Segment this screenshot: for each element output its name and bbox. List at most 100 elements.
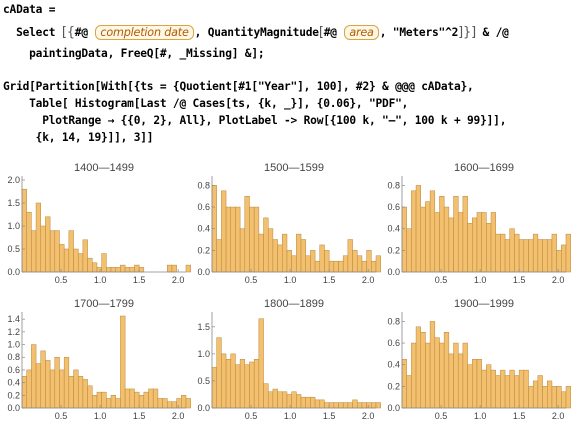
histogram-bar <box>425 201 431 273</box>
histogram-bar <box>547 239 553 273</box>
code-line-2-map: & /@ <box>482 26 509 39</box>
area-token[interactable]: area <box>344 25 379 40</box>
plot-title: 1900—1999 <box>454 298 514 310</box>
histogram-bar <box>443 331 450 409</box>
histogram-bar <box>375 255 381 273</box>
histogram-bar <box>272 239 278 273</box>
histogram-bar <box>495 375 501 409</box>
x-tick-label: 1.0 <box>474 411 487 421</box>
code-line-4: Grid[Partition[With[{ts = {Quotient[#1["… <box>3 80 474 93</box>
histogram-bar <box>347 402 353 409</box>
histogram-bar <box>453 195 459 273</box>
histogram-bar <box>556 250 562 273</box>
histogram-bar <box>258 233 264 273</box>
histogram-bar <box>157 398 163 409</box>
histogram-bar <box>31 344 37 409</box>
y-tick-label: 0.6 <box>387 338 400 348</box>
histogram-bar <box>282 391 288 409</box>
histogram-1500[interactable]: 1500—1599 0.0 0.2 0.4 0.6 0.8 0.5 1.0 1.5 2.0 <box>190 158 382 292</box>
histogram-bar <box>448 353 454 409</box>
histogram-bar <box>357 255 363 273</box>
histogram-bar <box>439 342 445 409</box>
histogram-bar <box>249 206 255 273</box>
completion-date-token[interactable]: completion date <box>95 25 194 40</box>
plot-title: 1700—1799 <box>74 298 134 310</box>
code-line-2-select: Select <box>3 26 56 39</box>
x-tick-label: 1.0 <box>474 275 487 285</box>
histogram-bar <box>87 385 93 409</box>
histogram-bar <box>490 369 496 409</box>
histogram-bar <box>401 359 407 409</box>
x-tick-label: 2.0 <box>552 411 565 421</box>
histogram-bar <box>120 315 126 409</box>
x-tick-label: 1.0 <box>284 411 297 421</box>
histogram-1600[interactable]: 1600—1699 0.0 0.2 0.4 0.6 0.8 0.5 1.0 1.5 2.0 <box>380 158 572 292</box>
histogram-bar <box>490 212 496 273</box>
histogram-bar <box>40 225 46 273</box>
histogram-bar <box>551 386 557 409</box>
open-bracket: [{ <box>61 25 75 40</box>
histogram-bar <box>110 267 116 273</box>
code-cell[interactable]: cAData = Select [{#@ completion date, Qu… <box>0 0 577 160</box>
histogram-bar <box>143 391 149 409</box>
histogram-1400[interactable]: 1400—1499 0.0 0.5 1.0 1.5 2.0 0.5 1.0 1.5 2.0 <box>0 158 192 292</box>
histogram-bar <box>305 255 311 273</box>
histogram-bar <box>106 398 112 409</box>
histogram-bar <box>171 264 177 273</box>
histogram-bar <box>49 230 56 273</box>
code-line-2: Select [{#@ completion date, QuantityMag… <box>3 25 509 40</box>
x-tick-label: 1.5 <box>133 275 146 285</box>
histogram-bar <box>500 369 506 409</box>
y-tick-label: 0.8 <box>7 352 20 362</box>
histogram-bar <box>333 260 339 273</box>
histogram-bar <box>375 402 381 409</box>
histogram-bar <box>267 391 274 409</box>
histogram-1800[interactable]: 1800—1899 0.0 0.5 1.0 1.5 0.5 1.0 1.5 2.0 <box>190 294 382 428</box>
y-tick-label: 0.2 <box>197 245 210 255</box>
code-line-2-units: , "Meters"^2 <box>379 26 459 39</box>
histogram-svg: 1500—1599 0.0 0.2 0.4 0.6 0.8 0.5 1.0 1.5 2.0 <box>197 162 381 285</box>
histogram-bar <box>162 398 168 409</box>
histogram-svg: 1400—1499 0.0 0.5 1.0 1.5 2.0 0.5 1.0 1.5 2.0 <box>7 162 191 285</box>
histogram-bar <box>277 391 283 409</box>
histogram-bar <box>338 260 344 273</box>
histogram-bar <box>434 337 440 409</box>
histogram-bar <box>429 190 436 273</box>
histogram-bar <box>167 401 173 409</box>
histogram-bar <box>561 244 567 273</box>
plot-title: 1600—1699 <box>454 162 514 174</box>
plot-title: 1800—1899 <box>264 298 324 310</box>
histogram-bar <box>415 326 421 409</box>
histogram-bar <box>342 402 349 409</box>
histogram-bar <box>420 331 426 409</box>
histogram-bar <box>263 217 269 273</box>
histogram-1700[interactable]: 1700—1799 0.0 0.2 0.4 0.6 0.8 1.0 1.2 1.4 0.5 1.0 1… <box>0 294 192 428</box>
histogram-bar <box>411 342 417 409</box>
histogram-bar <box>305 396 311 409</box>
histogram-bar <box>96 391 102 409</box>
histogram-bar <box>342 255 349 273</box>
histogram-bar <box>291 391 297 409</box>
histogram-bar <box>77 253 84 273</box>
x-tick-label: 1.5 <box>513 275 526 285</box>
histogram-bar <box>371 402 377 409</box>
histogram-bar <box>134 264 140 273</box>
histogram-bar <box>277 244 283 273</box>
histogram-1900[interactable]: 1900—1999 0.0 0.2 0.4 0.6 0.8 0.5 1.0 1.5 2.0 <box>380 294 572 428</box>
y-tick-label: 0.6 <box>197 202 210 212</box>
histogram-bar <box>115 267 121 273</box>
histogram-bar <box>211 367 217 409</box>
histogram-bar <box>296 394 302 409</box>
histogram-bar <box>230 206 236 273</box>
histogram-bar <box>514 375 520 409</box>
y-tick-label: 1.4 <box>7 314 20 324</box>
histogram-bar <box>523 369 529 409</box>
y-tick-label: 0.2 <box>387 245 400 255</box>
histogram-bar <box>434 212 440 273</box>
histogram-bar <box>21 188 27 273</box>
histogram-bar <box>272 388 278 409</box>
histogram-bar <box>148 388 154 409</box>
y-tick-label: 0.0 <box>387 267 400 277</box>
histogram-bar <box>453 342 459 409</box>
histogram-bar <box>152 388 159 409</box>
